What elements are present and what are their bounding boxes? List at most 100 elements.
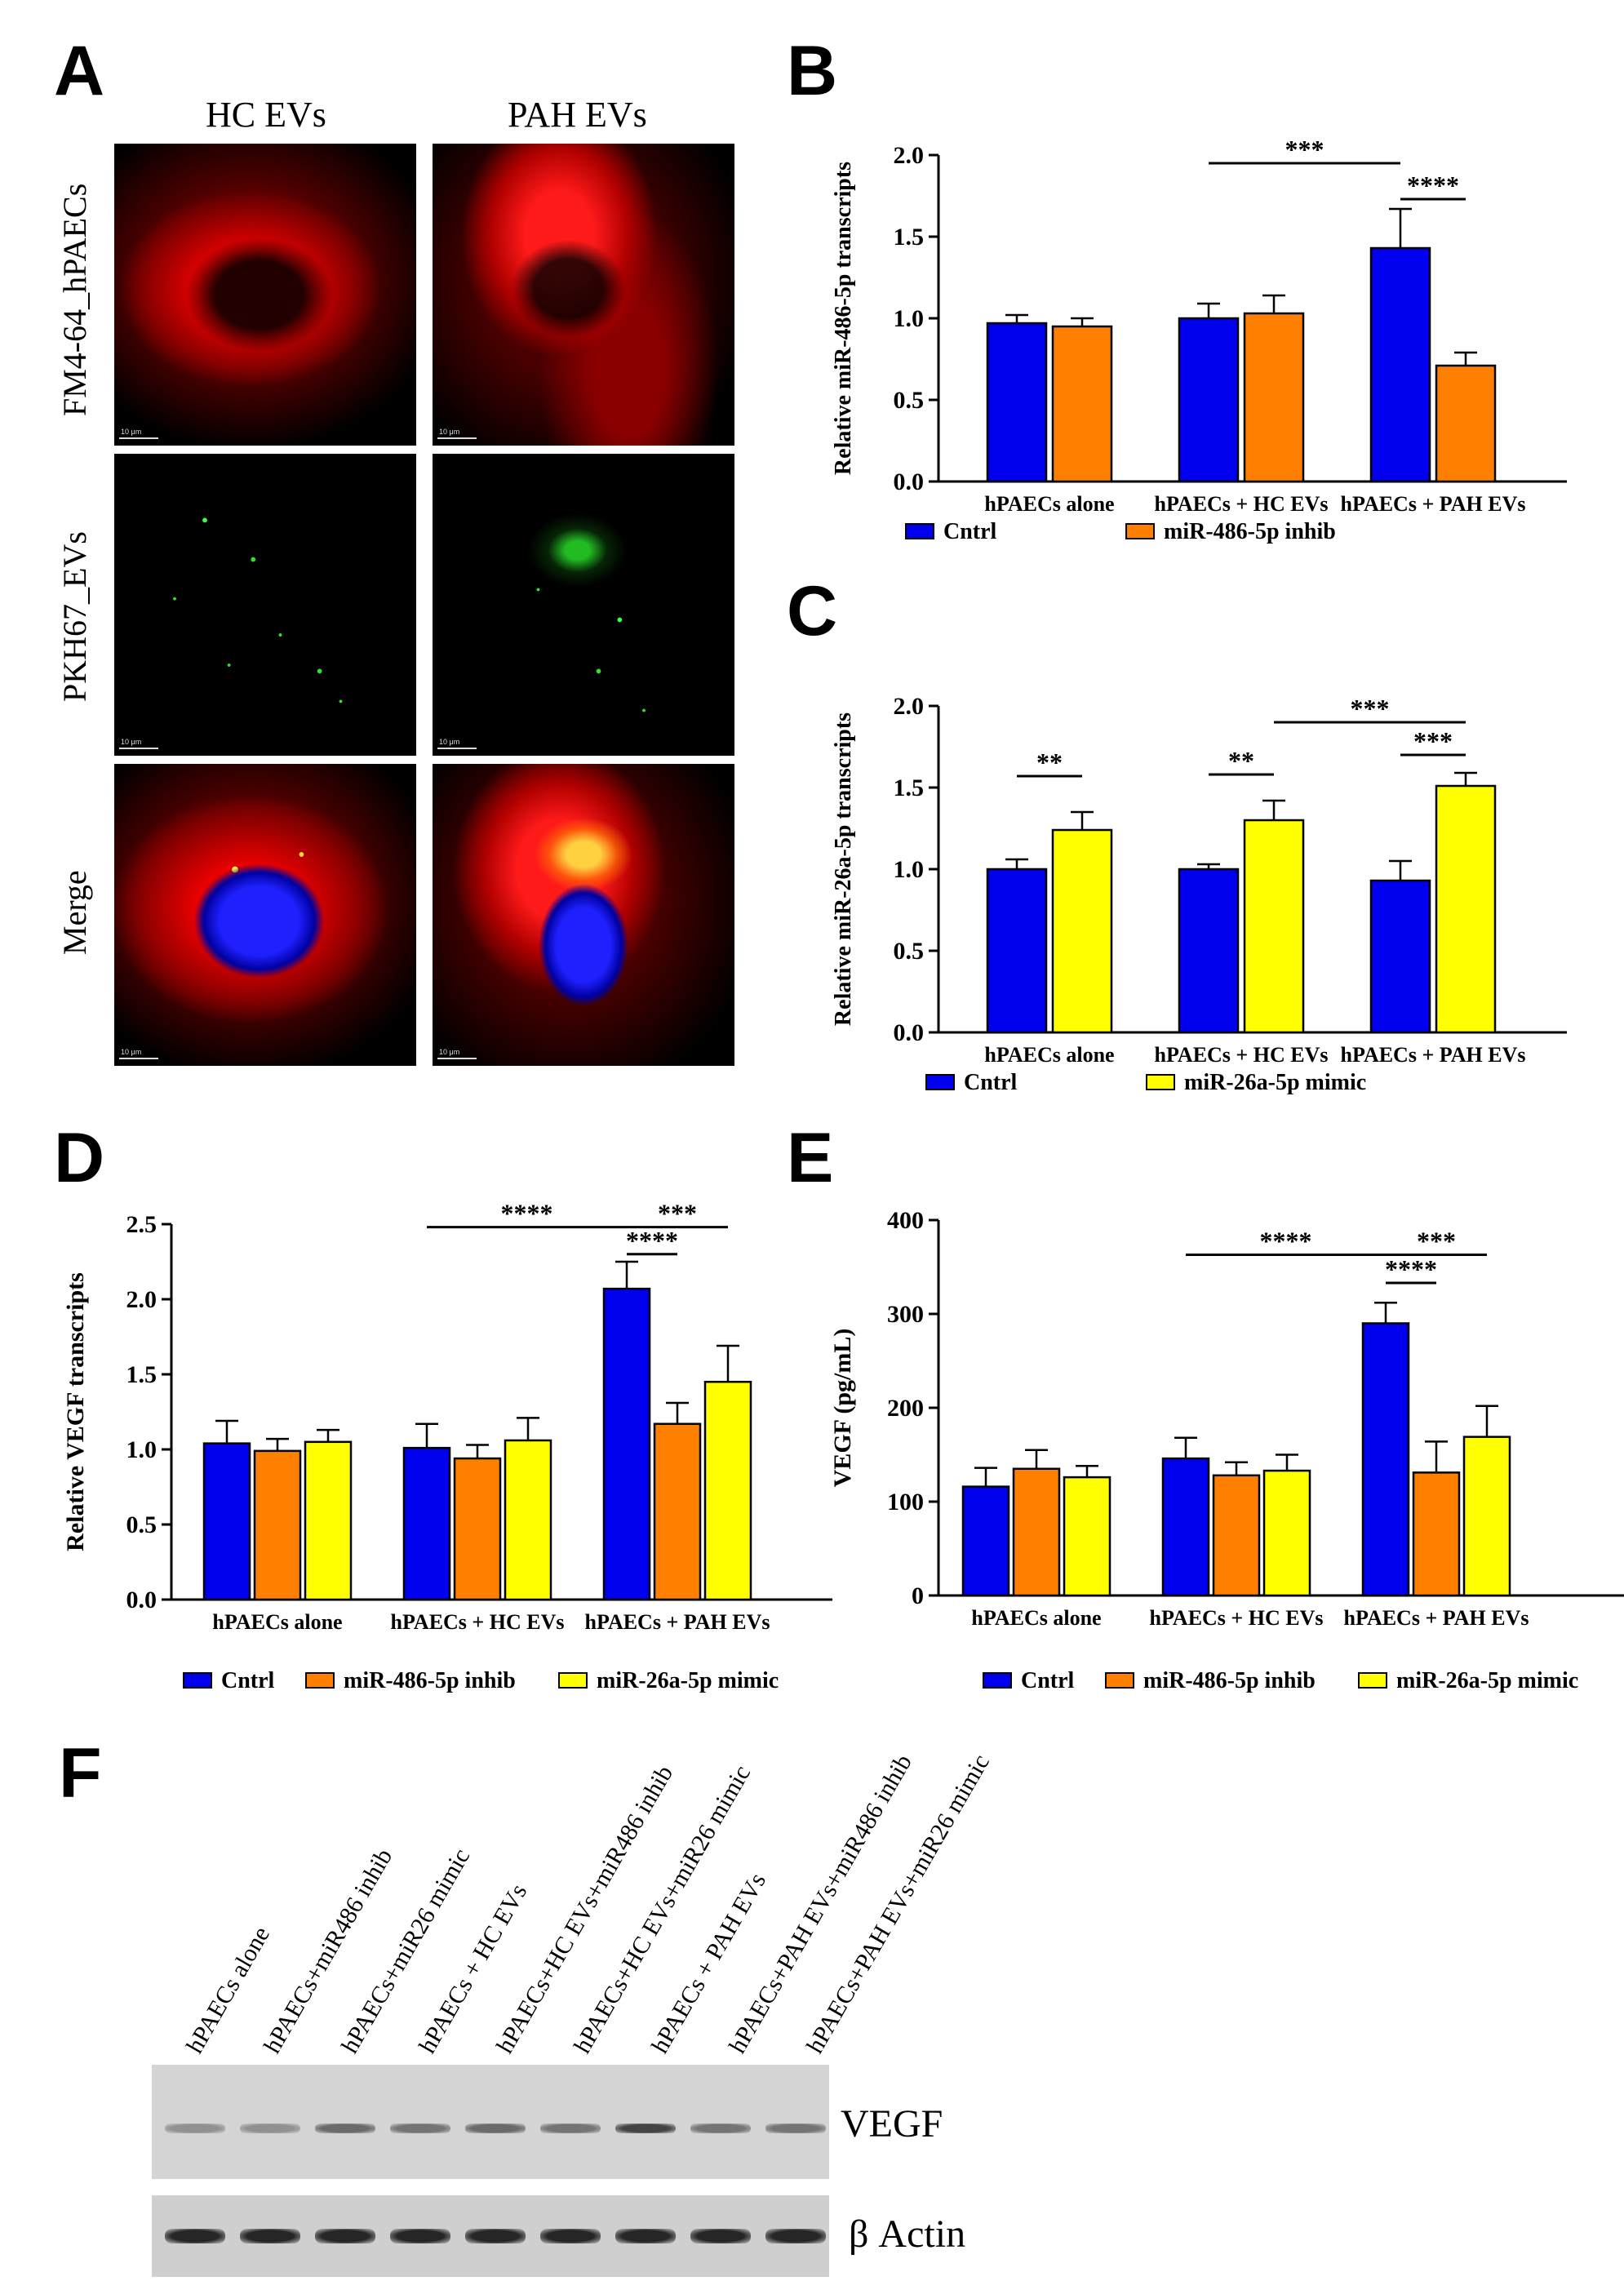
significance-label: ***	[1417, 1227, 1456, 1256]
bar	[1012, 1467, 1061, 1597]
significance-label: ****	[1260, 1227, 1312, 1256]
category-label: hPAECs alone	[212, 1610, 342, 1634]
y-tick-label: 0.0	[126, 1587, 158, 1613]
category-label: hPAECs + HC EVs	[1150, 1606, 1324, 1630]
legend-swatch	[1105, 1672, 1134, 1689]
blot-label-vegf: VEGF	[841, 2102, 943, 2146]
legend-swatch	[183, 1672, 212, 1689]
y-tick-label: 1.5	[126, 1361, 158, 1388]
bar	[1412, 1471, 1461, 1597]
column-title-hc-evs: HC EVs	[206, 95, 326, 135]
y-tick-label: 2.0	[894, 693, 925, 720]
bar	[986, 322, 1048, 483]
bar	[1243, 819, 1305, 1034]
legend-label: Cntrl	[1021, 1668, 1075, 1693]
blot-band	[240, 2229, 300, 2243]
panel-letter-e: E	[787, 1119, 834, 1197]
micrograph-hc-merge: 10 μm	[114, 764, 416, 1066]
bar	[1243, 312, 1305, 483]
bar	[1051, 828, 1113, 1034]
significance-label: **	[1036, 748, 1063, 777]
y-tick-label: 0	[912, 1582, 924, 1609]
bar	[1063, 1476, 1112, 1597]
significance-label: ***	[658, 1199, 697, 1228]
bar	[1361, 1322, 1410, 1597]
chart-b-mir486: 0.0 0.5 1.0 1.5 2.0 Relative miR-486-5p trans…	[831, 135, 1567, 544]
blot-band	[465, 2124, 526, 2133]
category-label: hPAECs + HC EVs	[1155, 1043, 1329, 1067]
blot-band	[390, 2124, 450, 2133]
bar	[986, 868, 1048, 1034]
blot-band	[240, 2124, 300, 2133]
micrograph-pah-pkh67: 10 μm	[433, 454, 734, 756]
category-label: hPAECs + HC EVs	[1155, 492, 1329, 516]
y-tick-label: 0.5	[126, 1511, 158, 1538]
bar	[253, 1449, 302, 1601]
blot-band	[465, 2229, 526, 2243]
y-tick-label: 200	[887, 1395, 924, 1422]
bar	[1369, 879, 1431, 1034]
bar	[1051, 325, 1113, 483]
category-label: hPAECs + PAH EVs	[1344, 1606, 1529, 1630]
significance-label: ****	[1407, 171, 1459, 200]
scalebar: 10 μm	[437, 738, 478, 751]
legend-swatch	[305, 1672, 335, 1689]
y-axis-label: Relative miR-26a-5p transcripts	[831, 712, 856, 1026]
legend-label: miR-486-5p inhib	[344, 1668, 516, 1693]
blot-beta-actin	[152, 2195, 829, 2277]
blot-band	[390, 2229, 450, 2243]
bar	[453, 1457, 502, 1601]
micrograph-hc-pkh67: 10 μm	[114, 454, 416, 756]
legend-label: miR-486-5p inhib	[1164, 519, 1336, 544]
y-axis-label: Relative miR-486-5p transcripts	[831, 162, 856, 475]
panel-letter-f: F	[59, 1734, 102, 1813]
legend-swatch	[905, 523, 934, 539]
blot-band	[540, 2124, 601, 2133]
y-tick-label: 1.5	[894, 224, 925, 251]
y-tick-label: 2.0	[126, 1286, 158, 1313]
legend-swatch	[1125, 523, 1155, 539]
scalebar: 10 μm	[119, 428, 160, 441]
micrograph-pah-merge: 10 μm	[433, 764, 734, 1066]
y-tick-label: 0.5	[894, 938, 925, 965]
row-label-fm4-64: FM4-64_hPAECs	[56, 183, 93, 416]
blot-band	[765, 2124, 826, 2133]
bar	[653, 1422, 702, 1601]
legend-label: miR-26a-5p mimic	[1396, 1668, 1578, 1693]
legend-label: Cntrl	[964, 1070, 1018, 1095]
bar	[1178, 868, 1240, 1034]
category-label: hPAECs alone	[971, 1606, 1101, 1630]
y-tick-label: 0.0	[894, 1019, 925, 1046]
scalebar: 10 μm	[119, 738, 160, 751]
scalebar: 10 μm	[119, 1048, 160, 1061]
panel-letter-b: B	[787, 32, 838, 110]
significance-label: ****	[626, 1226, 678, 1255]
blot-label-beta-actin: β Actin	[849, 2212, 966, 2256]
significance-label: ***	[1351, 694, 1390, 723]
y-tick-label: 0.5	[894, 387, 925, 414]
blot-band	[690, 2124, 751, 2133]
micrograph-hc-fm464: 10 μm	[114, 144, 416, 446]
legend-label: miR-26a-5p mimic	[1184, 1070, 1366, 1095]
legend-label: miR-26a-5p mimic	[597, 1668, 779, 1693]
significance-label: **	[1228, 746, 1254, 775]
bar	[1161, 1457, 1210, 1597]
chart-d-vegf-transcripts: 0.0 0.5 1.0 1.5 2.0 2.5 Relative VEGF transcri…	[62, 1199, 832, 1693]
y-tick-label: 400	[887, 1207, 924, 1234]
blot-band	[165, 2124, 225, 2133]
category-label: hPAECs + PAH EVs	[1341, 1043, 1526, 1067]
bar	[961, 1485, 1010, 1597]
bar	[703, 1380, 752, 1601]
y-tick-label: 1.0	[894, 856, 925, 883]
legend-label: Cntrl	[943, 519, 997, 544]
significance-label: ***	[1285, 135, 1324, 164]
blot-band	[690, 2229, 751, 2243]
column-title-pah-evs: PAH EVs	[508, 95, 647, 135]
blot-band	[165, 2229, 225, 2243]
bar	[504, 1439, 552, 1601]
panel-letter-c: C	[787, 572, 838, 650]
y-axis-label: Relative VEGF transcripts	[62, 1272, 89, 1551]
blot-band	[540, 2229, 601, 2243]
bar	[402, 1446, 451, 1601]
y-tick-label: 300	[887, 1301, 924, 1328]
